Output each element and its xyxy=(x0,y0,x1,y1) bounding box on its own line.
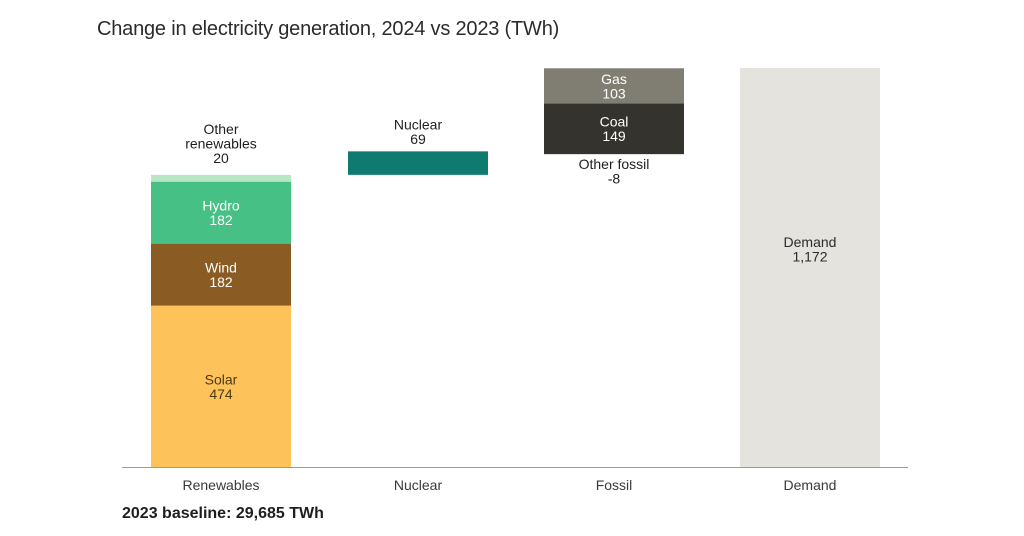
bar-segment-nuclear xyxy=(348,151,488,175)
data-label-solar-line-1: Solar xyxy=(205,371,238,387)
data-label-demand-line-1: Demand xyxy=(784,234,837,250)
data-label-nuclear-line-1: Nuclear xyxy=(394,116,443,132)
segment-labels: Solar474Wind182Hydro182Otherrenewables20… xyxy=(185,71,836,402)
data-label-solar-line-2: 474 xyxy=(209,386,233,402)
bar-segment-solar xyxy=(151,305,291,467)
x-tick-label-nuclear: Nuclear xyxy=(394,477,443,493)
data-label-gas-line-1: Gas xyxy=(601,71,627,87)
bar-segment-other-renewables xyxy=(151,174,291,182)
bar-segment-gas xyxy=(544,68,684,104)
data-label-other-fossil-line-1: Other fossil xyxy=(579,156,650,172)
data-label-hydro-line-1: Hydro xyxy=(202,198,240,214)
x-tick-label-fossil: Fossil xyxy=(596,477,633,493)
bar-segment-wind xyxy=(151,243,291,306)
data-label-other-renewables-line-3: 20 xyxy=(213,150,229,166)
data-label-nuclear-line-2: 69 xyxy=(410,131,426,147)
data-label-coal-line-1: Coal xyxy=(600,114,629,130)
bar-segments xyxy=(151,67,880,468)
data-label-wind-line-2: 182 xyxy=(209,274,233,290)
baseline-note: 2023 baseline: 29,685 TWh xyxy=(122,505,324,522)
data-label-other-renewables-line-2: renewables xyxy=(185,135,257,151)
bar-segment-coal xyxy=(544,103,684,155)
bar-segment-demand xyxy=(740,67,880,468)
data-label-demand-line-2: 1,172 xyxy=(792,249,827,265)
data-label-hydro-line-2: 182 xyxy=(209,212,233,228)
data-label-other-renewables-line-1: Other xyxy=(203,121,238,137)
data-label-other-fossil-line-2: -8 xyxy=(608,171,621,187)
data-label-gas-line-2: 103 xyxy=(602,85,626,101)
x-tick-label-renewables: Renewables xyxy=(182,477,259,493)
chart-title: Change in electricity generation, 2024 v… xyxy=(97,18,560,40)
bar-segment-hydro xyxy=(151,181,291,244)
x-tick-label-demand: Demand xyxy=(784,477,837,493)
data-label-coal-line-2: 149 xyxy=(602,128,626,144)
data-label-wind-line-1: Wind xyxy=(205,260,237,276)
x-axis-ticks: Renewables Nuclear Fossil Demand xyxy=(182,477,836,493)
